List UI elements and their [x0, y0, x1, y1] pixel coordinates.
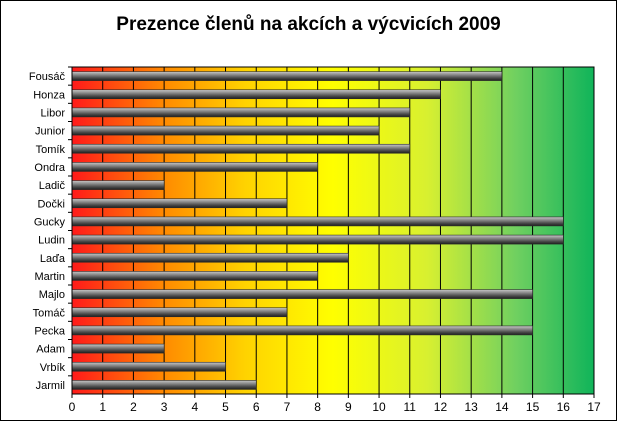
bar	[71, 180, 165, 190]
y-tick-label: Junior	[35, 126, 65, 138]
x-tick-label: 11	[404, 400, 417, 414]
bar	[71, 271, 318, 281]
y-tick-label: Honza	[33, 89, 66, 101]
x-tick-label: 15	[526, 400, 540, 414]
x-tick-label: 7	[284, 400, 291, 414]
bar	[71, 71, 503, 81]
plot-area	[72, 67, 594, 394]
bar	[71, 307, 288, 318]
y-tick-label: Libor	[41, 107, 66, 119]
bar	[71, 143, 411, 154]
x-tick-label: 5	[222, 400, 229, 414]
bar	[71, 107, 411, 118]
y-tick-label: Ondra	[34, 162, 65, 174]
bar	[71, 380, 257, 390]
chart-title: Prezence členů na akcích a výcvicích 200…	[116, 14, 501, 35]
bar	[71, 234, 564, 245]
bar	[71, 198, 288, 209]
bar	[71, 343, 165, 354]
bar	[71, 216, 564, 227]
y-tick-label: Majlo	[39, 289, 65, 301]
y-tick-label: Ladič	[39, 180, 66, 192]
bar	[71, 89, 441, 100]
bar	[71, 125, 380, 136]
x-tick-label: 3	[161, 400, 168, 414]
bar	[71, 361, 226, 372]
x-tick-label: 9	[345, 400, 352, 414]
y-tick-label: Pecka	[34, 325, 65, 337]
x-tick-label: 4	[191, 400, 198, 414]
y-tick-label: Tomáč	[33, 307, 66, 319]
bar	[71, 289, 533, 299]
x-tick-label: 1	[99, 400, 106, 414]
y-tick-label: Fousáč	[29, 71, 66, 83]
bar	[71, 162, 318, 172]
y-tick-label: Ludin	[38, 235, 65, 247]
x-tick-label: 13	[464, 400, 478, 414]
x-tick-label: 17	[587, 400, 601, 414]
y-tick-label: Adam	[36, 344, 65, 356]
x-tick-label: 16	[557, 400, 571, 414]
x-tick-label: 12	[434, 400, 448, 414]
y-tick-label: Martin	[34, 271, 65, 283]
bar	[71, 325, 533, 336]
x-tick-label: 2	[130, 400, 137, 414]
y-tick-label: Jarmil	[36, 380, 65, 392]
y-tick-label: Vrbík	[40, 362, 66, 374]
bar	[71, 252, 349, 263]
y-tick-label: Tomík	[36, 144, 66, 156]
x-tick-label: 0	[69, 400, 76, 414]
x-tick-label: 10	[372, 400, 386, 414]
x-tick-label: 8	[314, 400, 321, 414]
x-tick-label: 6	[253, 400, 260, 414]
y-tick-label: Dočki	[37, 198, 65, 210]
x-tick-label: 14	[495, 400, 509, 414]
y-tick-label: Laďa	[40, 253, 66, 265]
y-tick-label: Gucky	[34, 216, 66, 228]
